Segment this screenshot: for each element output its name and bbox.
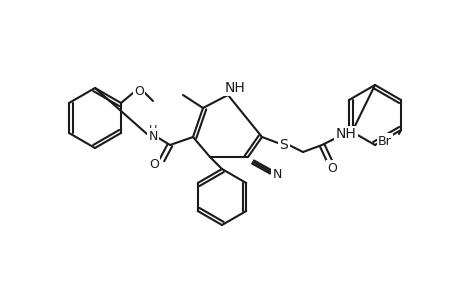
Text: NH: NH xyxy=(224,81,245,95)
Text: NH: NH xyxy=(335,127,356,141)
Text: O: O xyxy=(326,161,336,175)
Text: O: O xyxy=(134,85,144,98)
Text: Br: Br xyxy=(377,134,391,148)
Text: S: S xyxy=(279,138,288,152)
Text: H: H xyxy=(149,125,157,135)
Text: O: O xyxy=(149,158,159,170)
Text: N: N xyxy=(272,167,281,181)
Text: N: N xyxy=(148,130,157,142)
